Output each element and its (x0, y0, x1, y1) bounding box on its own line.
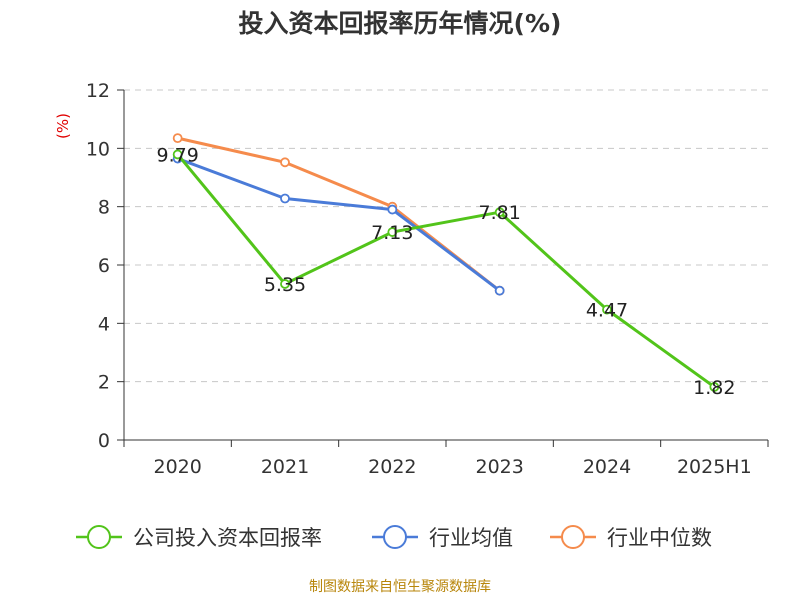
y-tick-label: 2 (98, 372, 110, 394)
legend-label[interactable]: 行业均值 (429, 526, 513, 550)
data-point[interactable] (280, 279, 290, 289)
y-tick-label: 10 (86, 138, 110, 160)
data-label: 1.82 (693, 377, 735, 399)
data-point[interactable] (709, 382, 720, 392)
y-axis-label: (%) (54, 113, 72, 139)
x-tick-label: 2024 (583, 456, 631, 478)
x-tick-label: 2020 (153, 456, 201, 478)
x-tick-label: 2022 (368, 456, 416, 478)
data-point[interactable] (602, 304, 612, 315)
legend-swatch-marker (561, 525, 585, 549)
y-tick-label: 8 (98, 197, 110, 219)
chart-title: 投入资本回报率历年情况(%) (238, 9, 562, 38)
y-tick-label: 12 (86, 80, 110, 102)
data-point[interactable] (172, 133, 183, 144)
legend-swatch-marker (87, 525, 111, 549)
series-line (176, 153, 716, 389)
data-point[interactable] (387, 204, 398, 215)
data-point[interactable] (494, 207, 505, 218)
y-tick-label: 6 (98, 255, 110, 277)
legend-label[interactable]: 公司投入资本回报率 (133, 526, 322, 550)
x-tick-label: 2023 (475, 456, 523, 478)
data-label: 9.79 (157, 144, 199, 166)
data-source-note: 制图数据来自恒生聚源数据库 (309, 579, 491, 595)
data-point[interactable] (387, 227, 398, 237)
series-line (177, 157, 501, 292)
x-tick-label: 2021 (261, 456, 309, 478)
data-label: 4.47 (586, 300, 628, 322)
data-point[interactable] (172, 149, 183, 160)
data-point[interactable] (280, 157, 290, 168)
data-label: 7.81 (479, 202, 521, 224)
data-point[interactable] (494, 285, 505, 296)
legend-label[interactable]: 行业中位数 (607, 526, 712, 550)
y-tick-label: 0 (98, 430, 110, 452)
y-tick-label: 4 (98, 313, 110, 335)
x-tick-label: 2025H1 (677, 456, 752, 478)
legend-swatch-marker (383, 525, 407, 549)
data-label: 7.13 (371, 222, 413, 244)
data-point[interactable] (280, 193, 290, 204)
data-label: 5.35 (264, 274, 306, 296)
